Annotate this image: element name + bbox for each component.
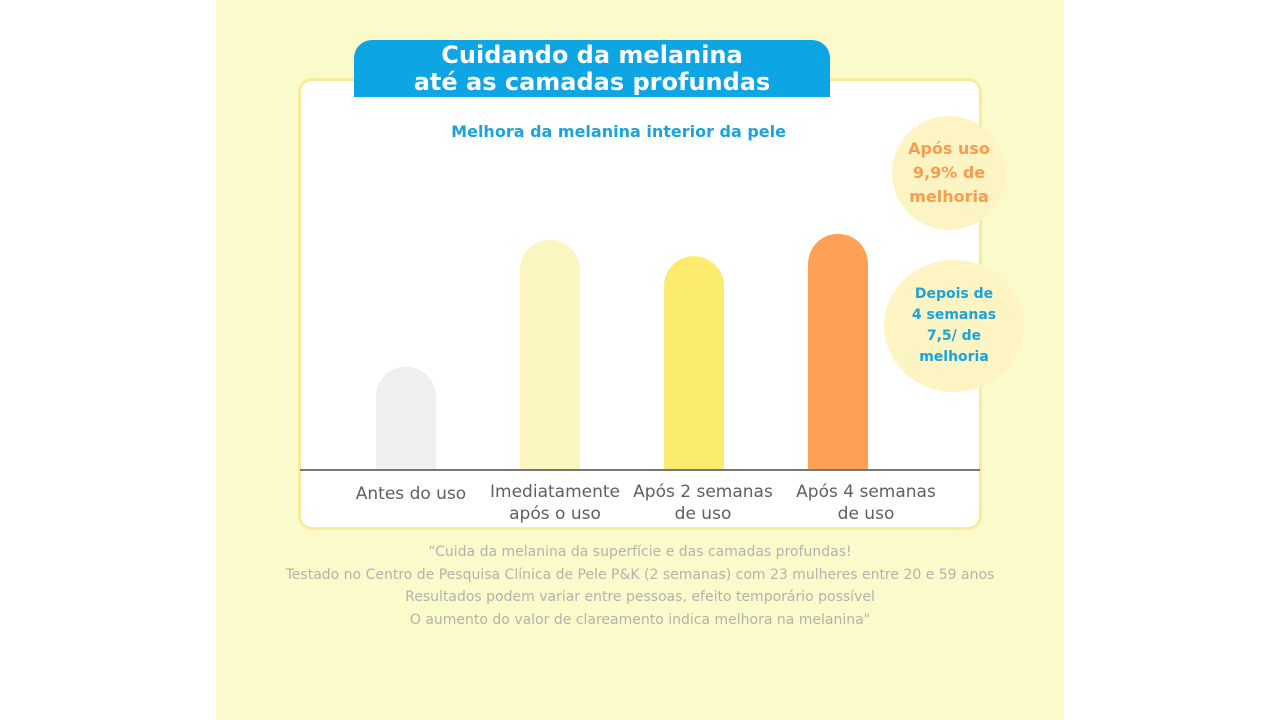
- title-line-1: Cuidando da melanina: [441, 41, 743, 69]
- category-label-2-weeks: Após 2 semanas de uso: [618, 481, 788, 525]
- callout-2-line-3: 7,5/ de: [926, 328, 982, 344]
- callout-1-line-2: 9,9% de: [912, 163, 986, 182]
- callout-2-line-4: melhoria: [919, 349, 989, 365]
- bar-1: [376, 366, 436, 470]
- bar-4: [808, 233, 868, 470]
- category-label-4-weeks-line-2: de uso: [837, 504, 895, 524]
- improvement-callout-after-use: Após uso 9,9% de melhoria: [892, 116, 1006, 230]
- chart-title: Melhora da melanina interior da pele: [451, 122, 786, 141]
- title-banner: Cuidando da melanina até as camadas prof…: [354, 40, 830, 97]
- bar-3: [664, 256, 724, 470]
- footnote: “Cuida da melanina da superfície e das c…: [216, 541, 1064, 631]
- category-label-4-weeks-line-1: Após 4 semanas: [796, 482, 936, 502]
- category-label-immediately: Imediatamente após o uso: [470, 481, 640, 525]
- category-label-4-weeks: Após 4 semanas de uso: [781, 481, 951, 525]
- callout-2-line-1: Depois de: [914, 286, 994, 302]
- callout-1-line-1: Após uso: [908, 139, 990, 158]
- category-label-before: Antes do uso: [326, 483, 496, 505]
- bar-2: [520, 239, 580, 470]
- footnote-line-3: Resultados podem variar entre pessoas, e…: [405, 589, 875, 605]
- callout-2-line-2: 4 semanas: [911, 307, 997, 323]
- category-label-immediately-line-1: Imediatamente: [490, 482, 620, 502]
- category-label-before-line-1: Antes do uso: [355, 484, 467, 504]
- title-line-2: até as camadas profundas: [413, 68, 771, 96]
- category-label-2-weeks-line-1: Após 2 semanas: [633, 482, 773, 502]
- footnote-line-1: “Cuida da melanina da superfície e das c…: [428, 544, 852, 560]
- improvement-callout-4-weeks: Depois de 4 semanas 7,5/ de melhoria: [884, 260, 1024, 392]
- category-label-2-weeks-line-2: de uso: [674, 504, 732, 524]
- callout-1-line-3: melhoria: [909, 187, 989, 206]
- footnote-line-2: Testado no Centro de Pesquisa Clínica de…: [285, 566, 995, 583]
- footnote-line-4: O aumento do valor de clareamento indica…: [409, 611, 871, 628]
- category-label-immediately-line-2: após o uso: [509, 504, 601, 524]
